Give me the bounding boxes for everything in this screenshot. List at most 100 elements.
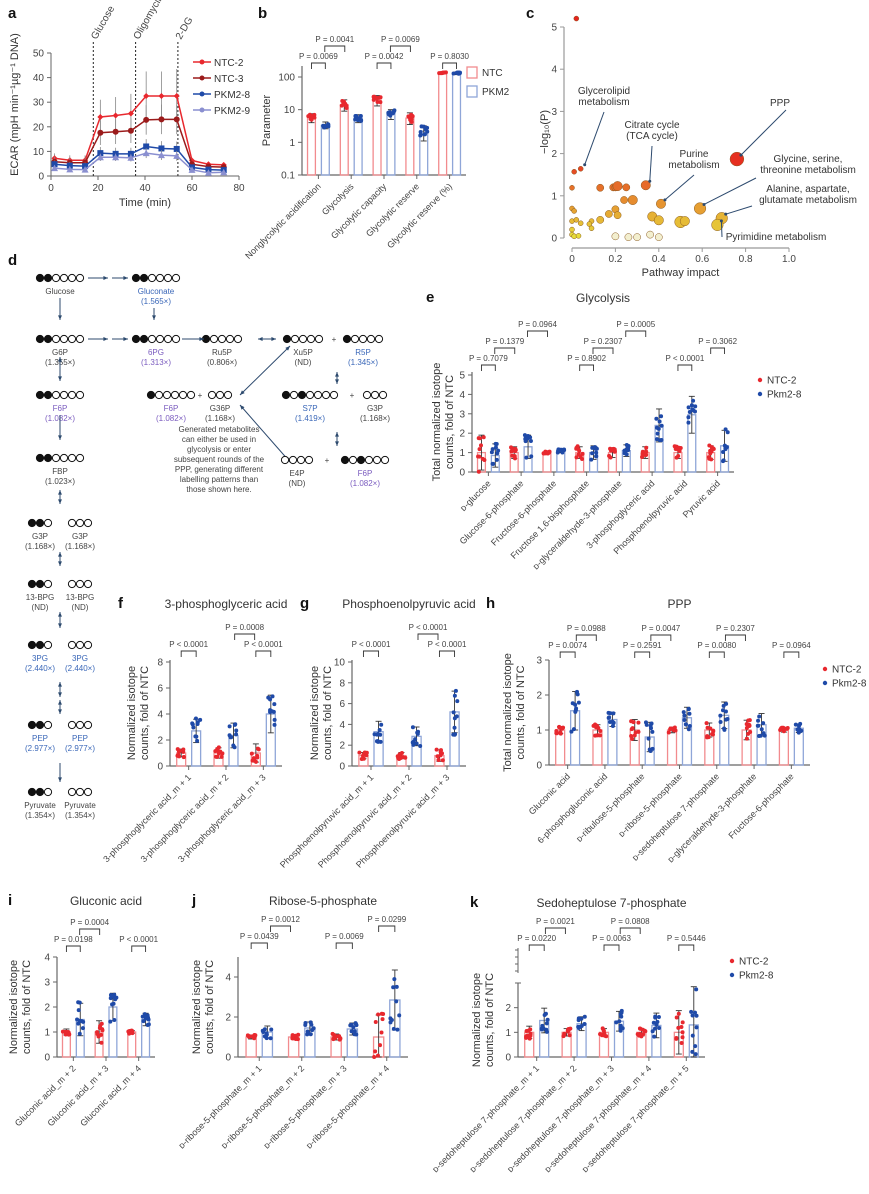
p-value-label: P = 0.2307 [584,337,623,346]
data-point [614,1020,619,1025]
data-point [707,456,712,461]
panel-label: e [426,289,434,306]
annotation-arrow [649,145,653,182]
data-point [76,1000,81,1005]
unlabelled-carbon-icon [358,334,368,344]
y-tick-label: 0 [44,1053,50,1064]
data-point [582,1021,587,1026]
metabolite-6pg: 6PG(1.313×) [131,334,181,367]
data-point [594,454,599,459]
annotation-label: PPP [770,98,790,109]
data-point [173,152,181,159]
unlabelled-carbon-icon [43,720,53,730]
metabolite-name: Ru5P [212,348,232,357]
y-tick-label: 0 [505,1053,511,1064]
metabolite-name: Gluconate [138,287,175,296]
y-axis-label: −log₁₀(P) [539,110,551,154]
x-tick-label: Fructose-6-phosphate [726,771,795,840]
data-point [689,1009,694,1014]
data-point [674,1035,679,1040]
data-point [594,723,599,728]
data-point [173,145,180,152]
arrow-head [739,153,743,157]
unlabelled-carbon-icon [372,455,382,465]
data-point [436,758,441,763]
legend-label: Pkm2-8 [832,679,867,690]
data-point [66,165,74,173]
arrow-head [724,212,728,216]
data-point [425,125,430,130]
data-point [129,1028,134,1033]
data-point [204,169,212,176]
arrow-head [58,435,62,440]
legend-label: NTC-3 [214,74,244,85]
data-point [652,1026,657,1031]
metabolite-name: G6P [52,348,68,357]
unlabelled-carbon-icon [217,334,227,344]
data-point [671,727,676,732]
data-point [590,451,595,456]
data-point [681,710,686,715]
p-value-label: P = 0.1379 [485,337,524,346]
unlabelled-carbon-icon [306,334,316,344]
data-point [778,728,783,733]
data-point [309,117,314,122]
p-value-label: P = 0.0080 [697,641,736,650]
fold-change: (1.419×) [295,414,325,423]
significance-bracket [710,347,726,354]
data-point [144,1014,149,1019]
data-point [108,996,113,1001]
data-point [577,166,584,172]
bar-ntc-2 [666,729,678,766]
data-point [721,459,726,464]
data-point [680,1030,685,1035]
data-point [694,1025,699,1030]
data-point [294,1036,299,1041]
legend-marker [729,972,735,978]
legend-label: Pkm2-8 [739,971,774,982]
metabolite-3pg_b: 3PG(2.440×) [65,640,95,673]
p-value-label: P = 0.0988 [567,624,606,633]
data-point [77,1031,82,1036]
data-point [687,724,692,729]
data-point [690,1049,695,1054]
data-point [573,702,578,707]
significance-bracket [250,942,268,949]
data-point [232,745,237,750]
data-point [724,701,729,706]
data-point [188,166,196,173]
data-point [414,741,419,746]
unlabelled-carbon-icon [163,273,173,283]
significance-bracket [678,944,695,951]
data-point [554,731,559,736]
data-point [232,722,237,727]
arrow-head [258,337,263,341]
data-point [455,699,460,704]
data-point [641,1032,646,1037]
data-point [704,721,709,726]
data-point [127,127,134,134]
data-point [674,1015,679,1020]
significance-bracket [544,927,566,934]
data-point [793,722,798,727]
unlabelled-carbon-icon [75,720,85,730]
annotation-label: Glycerolipid [578,86,630,97]
data-point [575,444,580,449]
y-tick-label: 0 [459,468,465,479]
metabolite-name: G3P [32,532,48,541]
data-point [97,150,104,157]
labelled-carbon-icon [35,720,45,730]
metabolite-name: Pyruvate [24,801,56,810]
data-point [415,730,420,735]
arrow-head [58,490,62,495]
data-point [96,1034,101,1039]
data-point [213,754,218,759]
arrow-head [335,441,339,446]
arrow-head [58,623,62,628]
data-point [781,729,786,734]
data-point [633,233,641,242]
unlabelled-carbon-icon [75,787,85,797]
series-line-pkm2-8 [54,145,224,171]
fold-change: (2.977×) [65,744,95,753]
data-point [181,755,186,760]
